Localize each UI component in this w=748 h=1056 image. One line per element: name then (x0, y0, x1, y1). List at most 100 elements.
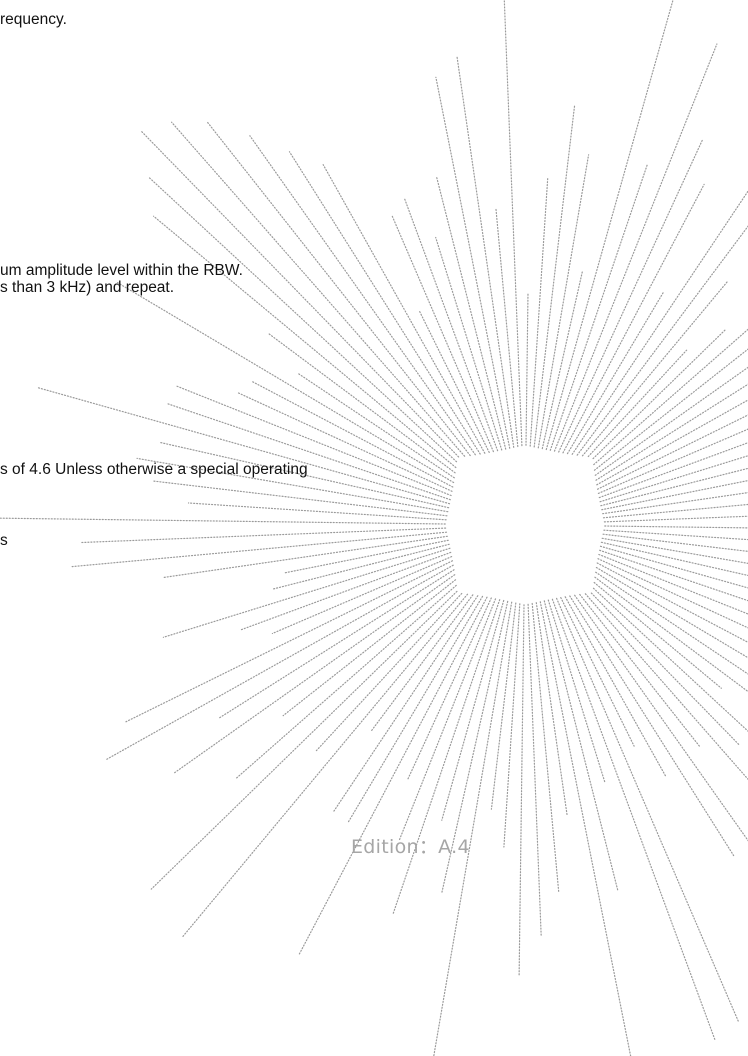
watermark-ray (587, 349, 688, 458)
watermark-ray (558, 139, 704, 453)
watermark-ray (441, 600, 509, 894)
watermark-ray (490, 602, 517, 810)
watermark-ray (176, 385, 452, 497)
watermark-ray (150, 590, 458, 890)
watermark-ray (298, 596, 488, 955)
watermark-ray (268, 333, 456, 474)
watermark-ray (81, 527, 447, 544)
watermark-ray (0, 517, 446, 525)
watermark-ray (537, 154, 590, 449)
watermark-ray (579, 593, 701, 748)
watermark-ray (282, 579, 457, 717)
watermark-ray (592, 587, 748, 732)
watermark-ray (518, 604, 525, 978)
watermark-ray (234, 584, 457, 780)
watermark-ray (71, 531, 448, 568)
watermark-ray (529, 176, 549, 447)
watermark-ray (456, 55, 515, 448)
watermark-ray (158, 441, 450, 509)
watermark-ray (549, 164, 648, 451)
watermark-ray (403, 197, 499, 452)
watermark-ray (562, 183, 705, 454)
watermark-ray (283, 539, 449, 574)
watermark-ray (162, 547, 451, 638)
watermark-ray (433, 601, 513, 1056)
body-text-line: requency. (0, 11, 67, 28)
watermark-ray (569, 595, 735, 857)
watermark-ray (560, 596, 635, 747)
body-text-line: s than 3 kHz) and repeat. (0, 279, 175, 296)
watermark-ray (584, 593, 748, 781)
watermark-ray (239, 551, 452, 631)
watermark-ray (525, 292, 529, 446)
watermark-ray (435, 76, 511, 449)
watermark-ray (152, 480, 448, 517)
watermark-ray (597, 428, 748, 494)
watermark-ray (597, 558, 748, 629)
watermark-ray (593, 348, 748, 471)
watermark-ray (249, 135, 476, 456)
watermark-ray (105, 564, 454, 761)
watermark-ray (547, 599, 606, 784)
watermark-ray (392, 599, 501, 915)
watermark-ray (435, 175, 507, 450)
watermark-ray (495, 207, 519, 448)
watermark-ray (551, 598, 717, 1042)
watermark-ray (124, 560, 453, 723)
watermark-ray (595, 571, 748, 675)
watermark-ray (503, 0, 523, 447)
watermark-ray (596, 562, 748, 644)
watermark-ray (217, 569, 455, 720)
watermark-ray (600, 467, 748, 507)
watermark-ray (187, 502, 447, 521)
watermark-ray (115, 281, 455, 484)
watermark-ray (36, 386, 451, 505)
watermark-ray (539, 601, 632, 1056)
watermark-ray (174, 574, 456, 774)
watermark-ray (598, 553, 748, 615)
watermark-ray (541, 271, 583, 450)
watermark-ray (288, 151, 481, 455)
watermark-ray (441, 599, 505, 821)
watermark-ray (594, 576, 748, 693)
watermark-ray (527, 603, 542, 937)
watermark-ray (181, 593, 469, 938)
watermark-ray (596, 414, 748, 490)
watermark-ray (599, 455, 748, 503)
watermark-ray (581, 280, 729, 457)
body-text-line: s of 4.6 Unless otherwise a special oper… (0, 461, 308, 478)
watermark-ray (596, 399, 748, 486)
watermark-ray (347, 595, 484, 824)
body-text-line: s (0, 532, 8, 549)
watermark-ray (602, 503, 748, 519)
body-text-line: um amplitude level within the RBW. (0, 262, 243, 279)
watermark-ray (297, 372, 455, 479)
watermark-ray (162, 535, 448, 579)
watermark-ray (435, 236, 503, 451)
watermark-ray (236, 391, 453, 492)
watermark-ray (545, 0, 674, 451)
watermark-ray (590, 592, 741, 746)
watermark-ray (592, 328, 727, 460)
watermark-ray (531, 602, 560, 893)
watermark-ray (553, 43, 718, 452)
watermark-ray (171, 121, 466, 457)
watermark-ray (555, 597, 739, 1022)
watermark-ray (391, 215, 494, 453)
watermark-ray (601, 479, 748, 511)
watermark-ray (564, 596, 667, 778)
watermark-ray (602, 533, 748, 552)
watermark-ray (595, 383, 748, 481)
watermark-ray (503, 603, 521, 848)
watermark-ray (314, 592, 463, 753)
watermark-ray (322, 164, 486, 454)
watermark-ray (574, 594, 748, 842)
watermark-ray (271, 555, 453, 635)
watermark-ray (147, 176, 458, 463)
watermark-ray (332, 595, 479, 813)
watermark-ray (595, 566, 748, 659)
watermark-ray (419, 311, 490, 453)
watermark-ray (153, 215, 457, 469)
watermark-ray (604, 525, 748, 529)
